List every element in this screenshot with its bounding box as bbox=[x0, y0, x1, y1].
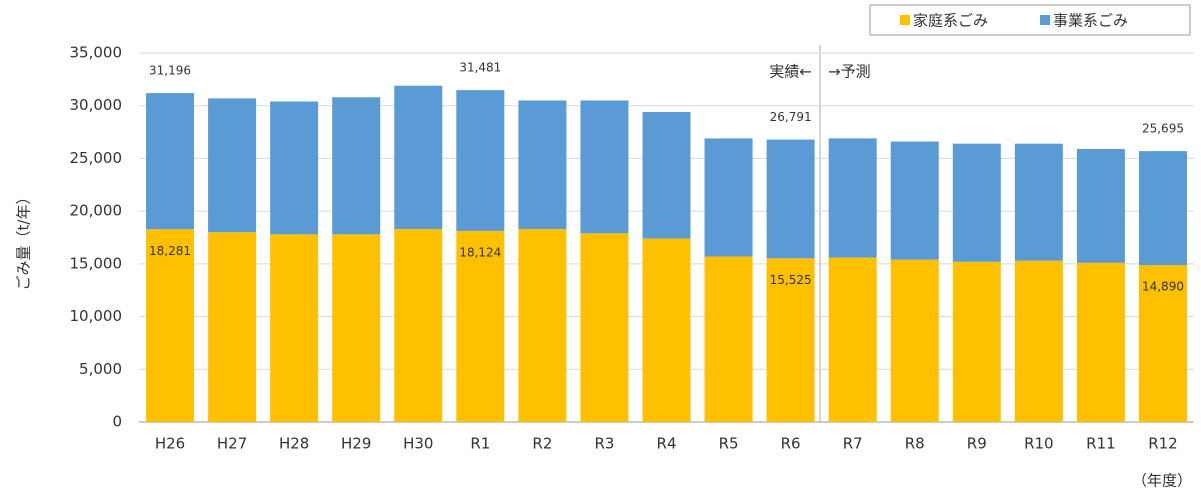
x-tick-label: R4 bbox=[657, 435, 677, 453]
y-tick-label: 15,000 bbox=[70, 254, 123, 272]
y-tick-label: 20,000 bbox=[70, 202, 123, 220]
bar-segment bbox=[580, 233, 629, 422]
data-label: 18,124 bbox=[459, 245, 501, 259]
x-tick-label: R5 bbox=[719, 435, 739, 453]
legend-swatch bbox=[1040, 15, 1050, 25]
x-tick-label: R9 bbox=[967, 435, 987, 453]
bar-segment bbox=[1076, 262, 1125, 422]
legend-label: 家庭系ごみ bbox=[913, 12, 988, 30]
bar-segment bbox=[394, 85, 443, 230]
y-axis-label: ごみ量（t/年） bbox=[15, 190, 33, 291]
x-tick-label: R7 bbox=[843, 435, 863, 453]
x-unit: （年度） bbox=[1132, 472, 1192, 490]
bar-segment bbox=[332, 234, 381, 422]
bar-segment bbox=[890, 141, 939, 260]
x-tick-label: H28 bbox=[279, 435, 309, 453]
bar-segment bbox=[1138, 265, 1187, 422]
x-tick-label: R3 bbox=[594, 435, 614, 453]
bar-segment bbox=[890, 259, 939, 422]
total-label: 31,196 bbox=[149, 64, 191, 78]
x-tick-label: R6 bbox=[781, 435, 801, 453]
x-tick-label: R2 bbox=[532, 435, 552, 453]
bar-segment bbox=[828, 138, 877, 258]
y-tick-label: 25,000 bbox=[70, 149, 123, 167]
data-label: 14,890 bbox=[1142, 280, 1184, 294]
bar-segment bbox=[580, 100, 629, 234]
bar-segment bbox=[332, 97, 381, 235]
x-tick-label: H26 bbox=[155, 435, 185, 453]
y-tick-label: 10,000 bbox=[70, 307, 123, 325]
y-tick-label: 5,000 bbox=[79, 360, 122, 378]
bar-segment bbox=[642, 112, 691, 239]
data-label: 18,281 bbox=[149, 244, 191, 258]
bar-segment bbox=[456, 230, 505, 422]
bar-segment bbox=[704, 138, 753, 257]
bar-segment bbox=[766, 258, 815, 422]
x-tick-label: R12 bbox=[1148, 435, 1178, 453]
x-tick-label: R8 bbox=[905, 435, 925, 453]
annotation: 実績← bbox=[769, 63, 812, 81]
y-tick-label: 35,000 bbox=[70, 44, 123, 62]
bar-segment bbox=[952, 143, 1001, 262]
total-label: 25,695 bbox=[1142, 122, 1184, 136]
legend-label: 事業系ごみ bbox=[1053, 12, 1128, 30]
x-tick-label: R1 bbox=[470, 435, 490, 453]
bar-segment bbox=[1014, 143, 1063, 261]
x-tick-label: R11 bbox=[1086, 435, 1116, 453]
bar-segment bbox=[704, 256, 753, 422]
bar-segment bbox=[518, 229, 567, 422]
bar-segment bbox=[518, 100, 567, 230]
bar-segment bbox=[270, 234, 319, 422]
bar-segment bbox=[394, 229, 443, 422]
x-tick-label: H27 bbox=[217, 435, 247, 453]
annotation: →予測 bbox=[828, 63, 871, 81]
bar-segment bbox=[952, 261, 1001, 422]
bar-segment bbox=[1138, 151, 1187, 266]
legend-swatch bbox=[900, 15, 910, 25]
bar-segment bbox=[766, 139, 815, 259]
bar-segment bbox=[828, 257, 877, 422]
y-tick-label: 30,000 bbox=[70, 96, 123, 114]
bar-segment bbox=[1076, 148, 1125, 263]
bar-segment bbox=[642, 238, 691, 422]
bar-segment bbox=[1014, 260, 1063, 422]
x-tick-label: H29 bbox=[341, 435, 371, 453]
bar-segment bbox=[146, 229, 195, 422]
bar-segment bbox=[208, 98, 257, 233]
y-tick-label: 0 bbox=[112, 413, 122, 431]
total-label: 31,481 bbox=[459, 61, 501, 75]
bar-segment bbox=[146, 93, 195, 230]
bar-segment bbox=[270, 101, 319, 235]
x-tick-label: H30 bbox=[403, 435, 433, 453]
legend-box bbox=[869, 4, 1191, 36]
data-label: 15,525 bbox=[770, 273, 812, 287]
bar-segment bbox=[208, 232, 257, 422]
x-tick-label: R10 bbox=[1024, 435, 1054, 453]
bar-segment bbox=[456, 90, 505, 231]
total-label: 26,791 bbox=[770, 110, 812, 124]
